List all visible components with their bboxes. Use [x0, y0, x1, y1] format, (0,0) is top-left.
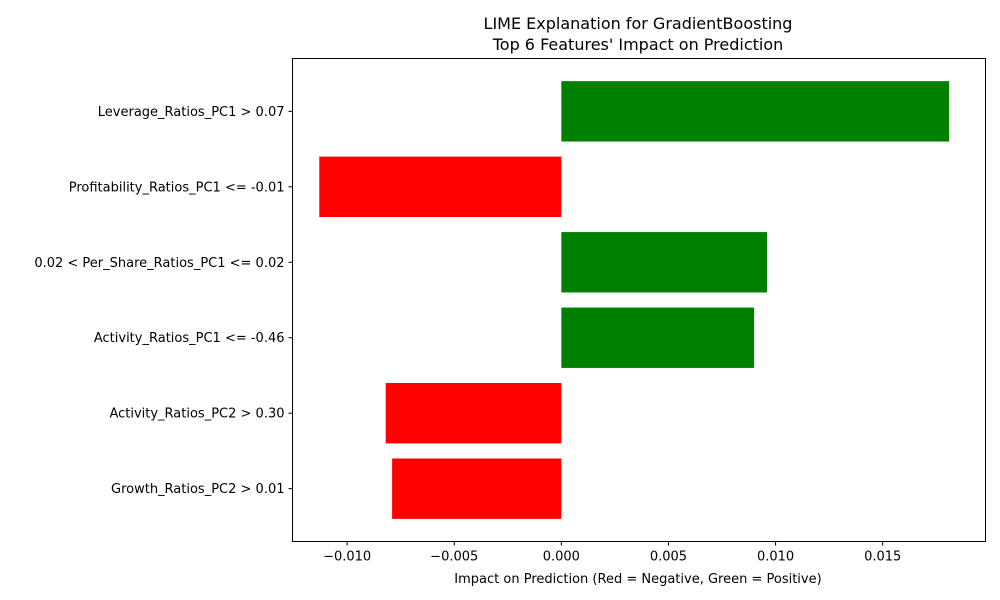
x-axis-label: Impact on Prediction (Red = Negative, Gr…	[454, 572, 821, 587]
x-tick-label: 0.015	[864, 550, 901, 565]
chart-title-line1: LIME Explanation for GradientBoosting	[484, 14, 793, 33]
bar-5	[385, 383, 562, 444]
y-tick-label: 0.02 < Per_Share_Ratios_PC1 <= 0.02	[34, 256, 284, 271]
bar-3	[561, 232, 767, 293]
y-tick-label: Activity_Ratios_PC2 > 0.30	[109, 407, 284, 422]
x-tick-label: 0.000	[543, 550, 580, 565]
bar-2	[319, 156, 562, 217]
y-tick-label: Activity_Ratios_PC1 <= -0.46	[94, 331, 285, 346]
y-tick-label: Leverage_Ratios_PC1 > 0.07	[98, 105, 285, 120]
bar-1	[561, 81, 950, 142]
bars-group	[319, 81, 950, 519]
x-tick-label: −0.005	[430, 550, 478, 565]
x-tick-label: −0.010	[323, 550, 371, 565]
y-tick-label: Growth_Ratios_PC2 > 0.01	[111, 482, 285, 497]
x-tick-label: 0.005	[650, 550, 687, 565]
bar-4	[561, 307, 755, 368]
y-ticks-group: Leverage_Ratios_PC1 > 0.07 Profitability_…	[34, 105, 293, 497]
bar-6	[392, 458, 562, 519]
x-ticks-group: −0.010 −0.005 0.000 0.005 0.010 0.015	[323, 541, 901, 565]
x-tick-label: 0.010	[757, 550, 794, 565]
plot-frame	[292, 58, 986, 542]
chart-title-line2: Top 6 Features' Impact on Prediction	[492, 35, 784, 54]
y-tick-label: Profitability_Ratios_PC1 <= -0.01	[69, 180, 285, 195]
